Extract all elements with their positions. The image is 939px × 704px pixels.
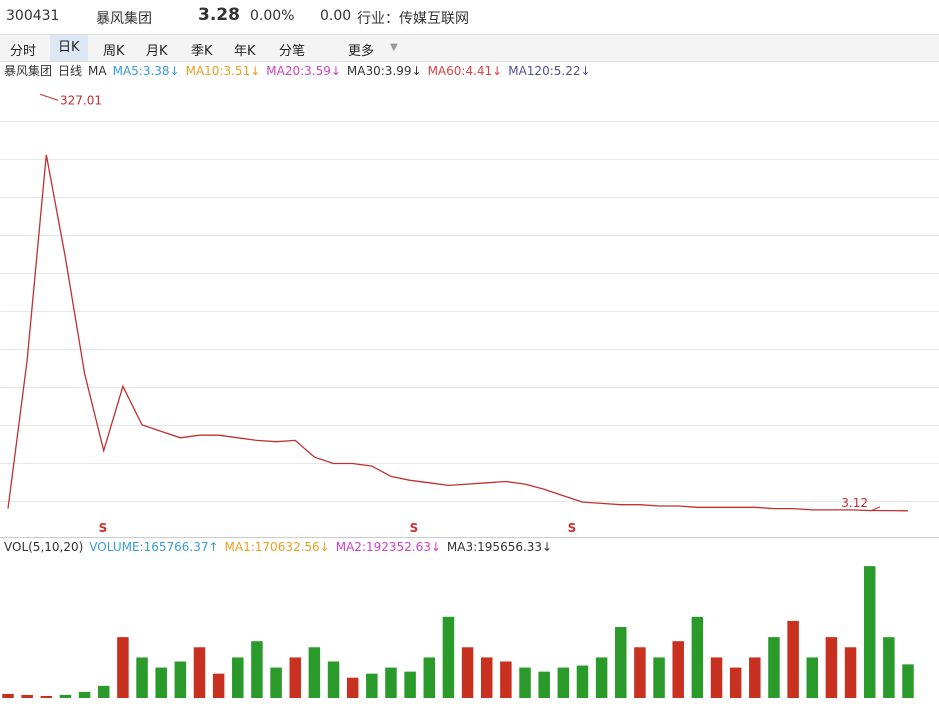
volume-bar (806, 657, 818, 698)
volume-bar (576, 665, 589, 698)
stock-code: 300431 (6, 8, 60, 24)
volume-bar (653, 657, 665, 698)
legend-item: MA3:195656.33↓ (446, 540, 553, 554)
volume-bar (136, 657, 148, 698)
tab[interactable]: 年K (234, 44, 256, 59)
legend-item: VOL(5,10,20) (4, 540, 84, 554)
volume-legend: VOL(5,10,20) VOLUME:165766.37↑ MA1:170632.… (4, 540, 558, 554)
volume-bar (193, 647, 206, 698)
volume-bar (768, 637, 780, 698)
volume-bar (40, 695, 53, 698)
volume-bar (538, 671, 550, 698)
volume-bar (308, 647, 321, 698)
change-pct: 0.00% (250, 8, 295, 24)
legend-item: VOLUME:165766.37↑ (89, 540, 219, 554)
signal-marker: S (99, 521, 108, 535)
legend-item: MA30:3.99↓ (346, 64, 422, 78)
price-legend: 暴风集团 日线 MA MA5:3.38↓ MA10:3.51↓ MA20:3.59↓ MA3… (4, 62, 597, 79)
legend-item: 日线 (58, 64, 83, 78)
volume-bar (672, 641, 684, 698)
legend-item: MA10:3.51↓ (185, 64, 261, 78)
volume-bar (251, 641, 263, 698)
volume-bar (232, 657, 244, 698)
tab[interactable]: 周K (103, 44, 125, 59)
volume-bar (500, 661, 512, 698)
volume-bar (155, 667, 167, 698)
volume-bar (691, 616, 704, 698)
volume-bar (366, 673, 378, 698)
price: 3.28 (198, 5, 240, 25)
volume-bar (346, 677, 359, 698)
annotation-label: 3.12 (841, 496, 868, 510)
industry: 行业：传媒互联网 (357, 11, 469, 27)
legend-item: MA2:192352.63↓ (335, 540, 441, 554)
volume-bar (404, 671, 416, 698)
volume-bar (749, 657, 761, 698)
tab[interactable]: 月K (146, 44, 168, 59)
annotation-label: 327.01 (60, 93, 102, 107)
legend-item: MA5:3.38↓ (112, 64, 180, 78)
volume-bar (442, 616, 455, 698)
volume-bar (883, 637, 895, 698)
tab[interactable]: 分时 (10, 44, 37, 59)
annotation-leader (39, 93, 59, 101)
volume-bar (480, 657, 493, 698)
volume-bar (59, 694, 72, 698)
legend-item: 暴风集团 (4, 64, 53, 78)
header: 300431 暴风集团 3.28 0.00% 0.00 行业：传媒互联网 (0, 0, 939, 35)
volume-bar (557, 667, 570, 698)
dropdown-arrow: ▼ (390, 42, 398, 53)
volume-bar (519, 667, 531, 698)
signal-marker: S (410, 521, 419, 535)
tab[interactable]: 更多 (348, 44, 375, 59)
volume-bar (634, 647, 646, 698)
tab[interactable]: 日K (50, 35, 88, 61)
volume-bar (327, 661, 340, 698)
price-line (7, 154, 909, 512)
volume-bar (289, 657, 301, 698)
tab-bar: 分时 日K 周K 月K 季K 年K 分笔 更多 ▼ (0, 35, 939, 62)
legend-item: MA20:3.59↓ (266, 64, 341, 78)
volume-bar (844, 647, 857, 698)
volume-bar (174, 661, 187, 698)
tab[interactable]: 分笔 (279, 44, 306, 59)
volume-bar (729, 667, 742, 698)
volume-bar (825, 637, 838, 698)
volume-bar (78, 691, 91, 698)
price-panel (0, 84, 939, 524)
stock-name: 暴风集团 (96, 11, 152, 27)
volume-bar (117, 637, 129, 698)
volume-bar (2, 693, 14, 698)
volume-bar (863, 566, 876, 698)
legend-item: MA120:5.22↓ (508, 64, 591, 78)
volume-bar (787, 620, 799, 698)
divider (0, 537, 939, 538)
volume-bar (270, 667, 282, 698)
volume-bar (21, 694, 33, 698)
volume-bar (461, 647, 474, 698)
volume-bar (98, 685, 110, 698)
volume-bar (423, 657, 436, 698)
volume-bar (902, 664, 914, 698)
volume-bar (710, 657, 723, 698)
signal-marker: S (568, 521, 577, 535)
legend-item: MA (88, 64, 107, 78)
legend-item: MA60:4.41↓ (427, 64, 503, 78)
annotation-leader (869, 506, 881, 512)
volume-bar (385, 667, 397, 698)
volume-bar (615, 627, 627, 698)
volume-bar (212, 673, 225, 698)
volume-bar (595, 657, 608, 698)
change: 0.00 (320, 8, 352, 24)
legend-item: MA1:170632.56↓ (224, 540, 330, 554)
tab[interactable]: 季K (191, 44, 213, 59)
